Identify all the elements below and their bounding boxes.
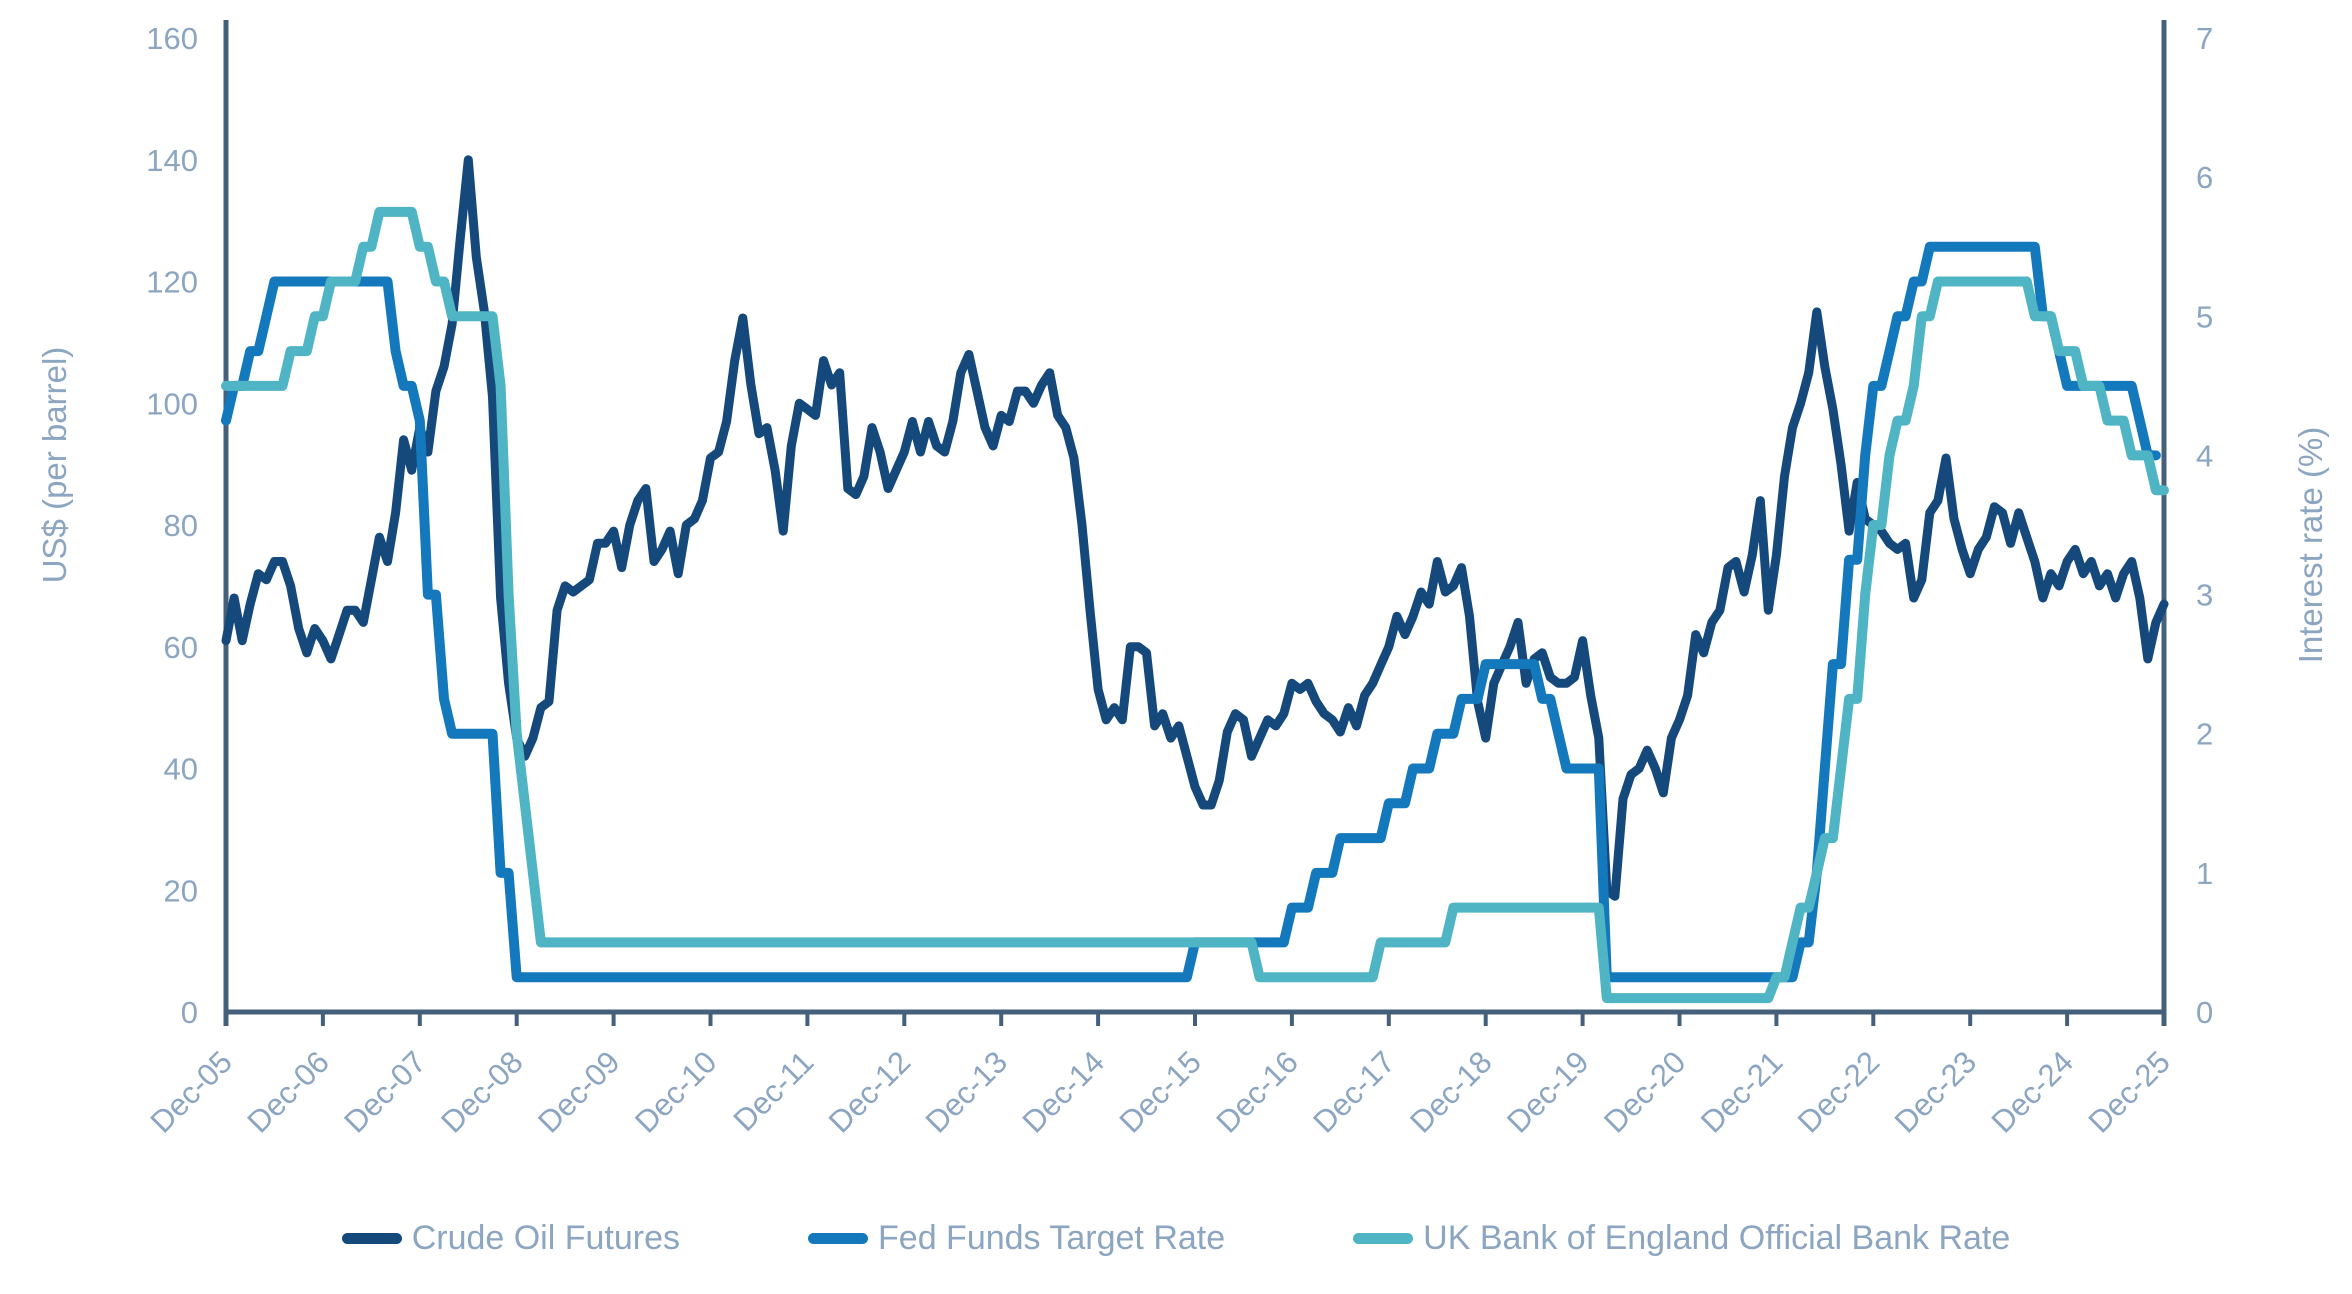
legend-item-uk-bank-rate: UK Bank of England Official Bank Rate <box>1353 1221 2010 1255</box>
x-axis-tick-label: Dec-13 <box>919 1044 1014 1139</box>
x-axis-tick-label: Dec-14 <box>1016 1044 1111 1139</box>
x-axis-tick-label: Dec-12 <box>822 1044 917 1139</box>
y-axis-left-tick-label: 120 <box>146 265 198 300</box>
legend-label-uk-bank-rate: UK Bank of England Official Bank Rate <box>1423 1219 2011 1257</box>
x-axis-tick-label: Dec-24 <box>1985 1044 2080 1139</box>
y-axis-right-title: Interest rate (%) <box>2292 427 2329 664</box>
legend-item-crude-oil: Crude Oil Futures <box>341 1219 681 1257</box>
series-line-uk-bank-of-england-official-bank-rate <box>221 206 2169 1004</box>
x-axis-tick-label: Dec-16 <box>1209 1044 1304 1139</box>
y-axis-left-tick-label: 20 <box>164 873 198 908</box>
y-axis-right-tick-label: 7 <box>2196 21 2213 56</box>
y-axis-left-tick-label: 100 <box>146 386 198 421</box>
series-line-fed-funds-target-rate <box>221 241 2161 983</box>
legend-item-fed-funds: Fed Funds Target Rate <box>808 1221 1225 1255</box>
y-axis-left-title: US$ (per barrel) <box>36 347 73 584</box>
legend-label-crude-oil: Crude Oil Futures <box>411 1219 681 1257</box>
legend-swatch-crude-oil <box>341 1232 402 1244</box>
y-axis-right-tick-label: 6 <box>2196 160 2213 195</box>
chart-canvas: Dec-05 Dec-06 Dec-07 Dec-08 Dec-09 Dec-10 Dec-… <box>36 20 2329 1140</box>
series-line-crude-oil-futures <box>221 155 2169 901</box>
y-axis-left-tick-label: 80 <box>164 508 198 543</box>
y-axis-right-tick-label: 5 <box>2196 299 2213 334</box>
y-axis-left-tick-label: 160 <box>146 21 198 56</box>
x-axis-tick-label: Dec-21 <box>1694 1044 1789 1139</box>
y-axis-left-tick-label: 40 <box>164 752 198 787</box>
y-axis-left-tick-label: 0 <box>181 995 198 1030</box>
legend-swatch-uk-bank-rate <box>1353 1232 1414 1244</box>
y-axis-right-tick-label: 3 <box>2196 578 2213 613</box>
x-axis-tick-label: Dec-18 <box>1403 1044 1498 1139</box>
chart-legend: Crude Oil Futures Fed Funds Target Rate … <box>0 1198 2352 1278</box>
y-axis-left-tick-label: 60 <box>164 630 198 665</box>
x-axis-tick-label: Dec-07 <box>337 1044 432 1139</box>
x-axis-tick-label: Dec-23 <box>1888 1044 1983 1139</box>
legend-label-fed-funds: Fed Funds Target Rate <box>878 1219 1226 1257</box>
x-axis-tick-label: Dec-17 <box>1306 1044 1401 1139</box>
x-axis-tick-label: Dec-10 <box>628 1044 723 1139</box>
x-axis-tick-label: Dec-05 <box>144 1044 239 1139</box>
x-axis-tick-label: Dec-19 <box>1500 1044 1595 1139</box>
x-axis-tick-label: Dec-08 <box>434 1044 529 1139</box>
legend-swatch-fed-funds <box>808 1232 869 1244</box>
x-axis-tick-label: Dec-22 <box>1791 1044 1886 1139</box>
x-axis-tick-label: Dec-11 <box>727 1044 821 1138</box>
y-axis-left-tick-label: 140 <box>146 143 198 178</box>
x-axis-tick-label: Dec-25 <box>2082 1044 2177 1139</box>
x-axis-tick-label: Dec-06 <box>240 1044 335 1139</box>
y-axis-right-tick-label: 0 <box>2196 995 2213 1030</box>
y-axis-right-tick-label: 2 <box>2196 717 2213 752</box>
x-axis-tick-label: Dec-20 <box>1597 1044 1692 1139</box>
x-axis-tick-label: Dec-09 <box>531 1044 626 1139</box>
x-axis-tick-label: Dec-15 <box>1113 1044 1208 1139</box>
y-axis-right-tick-label: 4 <box>2196 438 2213 473</box>
y-axis-right-tick-label: 1 <box>2196 856 2213 891</box>
